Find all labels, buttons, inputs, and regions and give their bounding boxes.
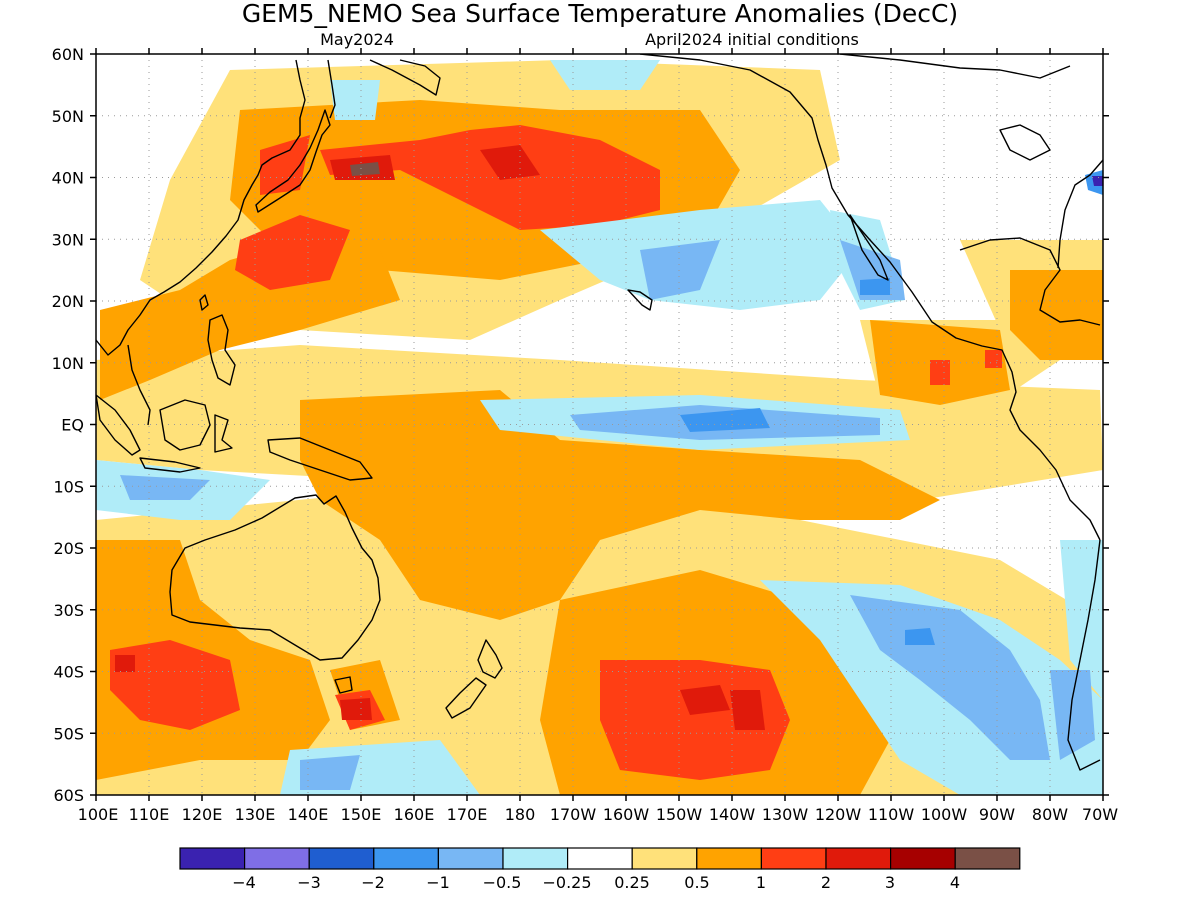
colorbar-swatch (373, 847, 439, 870)
colorbar-swatch (437, 847, 504, 870)
lon-label: 100W (921, 805, 968, 824)
map-plot-area (96, 54, 1103, 795)
lon-label: 170W (550, 805, 597, 824)
longitude-axis: 100E 110E 120E 130E 140E 150E 160E 170E … (78, 805, 1119, 824)
lon-label: 90W (979, 805, 1015, 824)
sulawesi-outline (214, 414, 233, 453)
colorbar-tick-label: −3 (297, 873, 321, 892)
colorbar-swatch (954, 847, 1021, 870)
great-lakes-outline (999, 124, 1051, 161)
map-title: GEM5_NEMO Sea Surface Temperature Anomal… (242, 0, 958, 28)
colorbar-swatch (631, 847, 698, 870)
colorbar-swatch (825, 847, 892, 870)
japan-outline (255, 109, 331, 213)
australia-outline (169, 494, 381, 661)
sumatra-outline (96, 394, 141, 456)
asia-coast-outline (96, 59, 306, 356)
lon-label: 110W (868, 805, 915, 824)
colorbar-tick-label: 0.5 (684, 873, 709, 892)
lon-label: 70W (1082, 805, 1118, 824)
colorbar-tick-label: 1 (756, 873, 766, 892)
colorbar-swatch (889, 847, 956, 870)
baja-outline (849, 214, 889, 281)
lat-label: 40S (53, 663, 84, 682)
colorbar-swatch (566, 847, 633, 870)
axis-ticks (90, 48, 1109, 801)
lat-label: 30S (53, 601, 84, 620)
new-guinea-outline (267, 437, 373, 481)
colorbar-swatch (696, 847, 762, 870)
lon-label: 130W (762, 805, 809, 824)
colorbar-tick-label: −0.5 (483, 873, 522, 892)
new-zealand-south-outline (445, 677, 487, 719)
lon-label: 180 (505, 805, 536, 824)
colorbar-swatch (244, 847, 310, 870)
colorbar-swatch (308, 847, 375, 870)
gulf-of-mexico-outline (959, 237, 1101, 326)
colorbar-tick-label: −1 (426, 873, 450, 892)
lon-label: 140W (709, 805, 756, 824)
lat-label: EQ (61, 416, 84, 435)
lon-label: 150E (341, 805, 382, 824)
lon-label: 160W (603, 805, 650, 824)
anomaly-field (96, 60, 1103, 795)
colorbar-swatch (760, 847, 827, 870)
philippines-outline (207, 314, 236, 386)
lon-label: 140E (288, 805, 329, 824)
map-subtitle-init: April2024 initial conditions (645, 30, 859, 49)
north-america-outline (639, 54, 1101, 541)
colorbar-tick-label: 2 (821, 873, 831, 892)
us-east-coast-outline (1057, 159, 1103, 269)
sakhalin-outline (327, 59, 336, 119)
map-subtitle-valid-month: May2024 (320, 30, 394, 49)
colorbar-tick-label: 0.25 (614, 873, 650, 892)
lon-label: 120E (182, 805, 223, 824)
lat-label: 50N (52, 107, 84, 126)
lat-label: 60N (52, 45, 84, 64)
lat-label: 20N (52, 292, 84, 311)
alaska-outline (839, 54, 1071, 79)
lon-label: 100E (78, 805, 119, 824)
coastlines (96, 54, 1103, 771)
lon-label: 170E (447, 805, 488, 824)
lat-label: 20S (53, 539, 84, 558)
taiwan-outline (199, 294, 209, 311)
kamchatka-outline (369, 59, 441, 96)
lon-label: 130E (235, 805, 276, 824)
colorbar-labels: −4 −3 −2 −1 −0.5 −0.25 0.25 0.5 1 2 3 4 (232, 873, 960, 892)
lon-label: 150W (656, 805, 703, 824)
lat-label: 30N (52, 230, 84, 249)
lon-label: 80W (1032, 805, 1068, 824)
colorbar-tick-label: −2 (361, 873, 385, 892)
tasmania-outline (334, 676, 353, 694)
lat-label: 10S (53, 477, 84, 496)
new-zealand-north-outline (477, 639, 503, 679)
malay-peninsula-outline (127, 344, 151, 426)
lat-label: 40N (52, 169, 84, 188)
colorbar (179, 847, 1021, 870)
lat-label: 50S (53, 724, 84, 743)
colorbar-tick-label: −4 (232, 873, 256, 892)
colorbar-swatch (502, 847, 569, 870)
colorbar-tick-label: 3 (885, 873, 895, 892)
colorbar-tick-label: −0.25 (542, 873, 591, 892)
lon-label: 120W (815, 805, 862, 824)
lat-label: 60S (53, 786, 84, 805)
hawaii-outline (627, 289, 653, 311)
south-america-outline (1067, 539, 1101, 771)
latitude-axis: 60N 50N 40N 30N 20N 10N EQ 10S 20S 30S 4… (52, 45, 84, 805)
colorbar-tick-label: 4 (950, 873, 960, 892)
colorbar-swatch (179, 847, 246, 870)
borneo-outline (159, 399, 211, 451)
lat-label: 10N (52, 354, 84, 373)
java-outline (139, 457, 201, 473)
lon-label: 160E (394, 805, 435, 824)
lon-label: 110E (129, 805, 170, 824)
